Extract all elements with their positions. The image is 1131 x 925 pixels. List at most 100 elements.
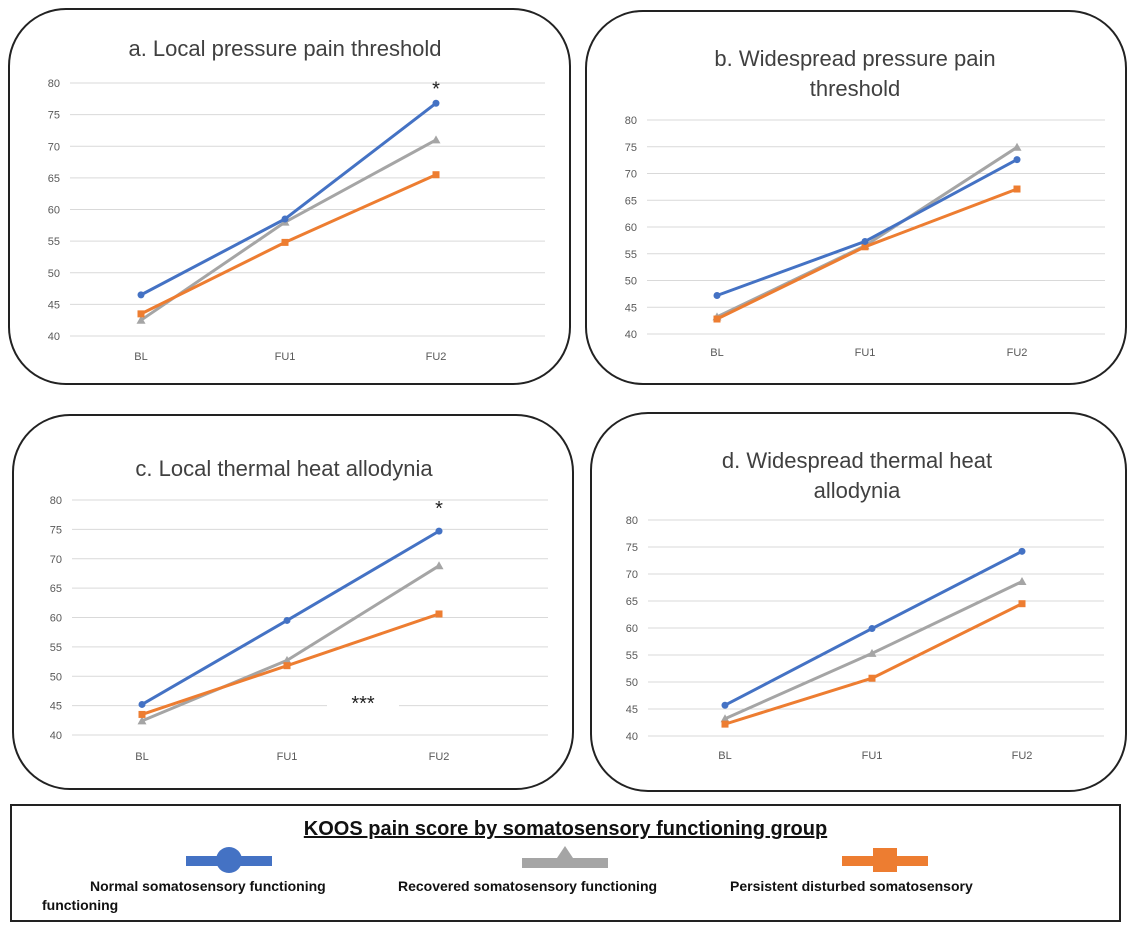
chart-d-y-tick: 40 (626, 731, 638, 743)
chart-a-point-recovered (431, 135, 441, 144)
chart-a-y-tick: 45 (48, 299, 60, 311)
chart-a-point-recovered (136, 315, 146, 324)
legend-swatch-normal (186, 847, 272, 873)
chart-b: b. Widespread pressure pain threshold 40 45… (625, 46, 1105, 359)
chart-d: d. Widespread thermal heat allodynia 40 45 5… (626, 448, 1104, 762)
chart-d-point-normal (1018, 547, 1026, 555)
chart-b-point-persistent (713, 315, 721, 323)
legend-swatch-persistent-marker (873, 848, 897, 872)
chart-a-point-normal (281, 215, 289, 223)
chart-a-y-tick: 60 (48, 205, 60, 217)
chart-b-x-tick: BL (710, 347, 723, 359)
chart-d-x-tick: FU1 (862, 750, 883, 762)
chart-d-y-tick: 70 (626, 569, 638, 581)
chart-d-point-recovered (1017, 577, 1027, 586)
chart-b-point-normal (861, 237, 869, 245)
chart-b-y-tick: 40 (625, 329, 637, 341)
chart-d-y-tick: 65 (626, 596, 638, 608)
chart-d-title: d. Widespread thermal heat (722, 448, 992, 473)
legend-label-recovered: Recovered somatosensory functioning (398, 878, 658, 894)
chart-d-y-tick: 75 (626, 542, 638, 554)
chart-d-point-persistent (1018, 600, 1026, 608)
chart-c-y-tick: 60 (50, 613, 62, 625)
chart-c-x-tick: BL (135, 751, 148, 763)
chart-d-y-tick: 50 (626, 677, 638, 689)
chart-b-point-persistent (1013, 185, 1021, 193)
chart-a-x-tick: FU2 (426, 351, 447, 363)
chart-c-annotation-bg (327, 689, 399, 712)
chart-c-point-normal (283, 616, 291, 624)
chart-b-y-tick: 55 (625, 249, 637, 261)
legend-label-persistent: Persistent disturbed somatosensory (730, 878, 973, 894)
chart-c-y-tick: 40 (50, 730, 62, 742)
chart-c-point-persistent (138, 710, 146, 718)
legend-swatch-persistent (842, 848, 928, 872)
legend-label-normal: Normal somatosensory functioning (90, 878, 326, 894)
chart-c-point-recovered (434, 561, 444, 570)
chart-a-y-tick: 80 (48, 78, 60, 90)
chart-d-series-recovered-line (724, 580, 1023, 721)
chart-b-series-recovered-line (716, 146, 1018, 319)
legend-box: KOOS pain score by somatosensory functio… (10, 804, 1121, 922)
chart-c: c. Local thermal heat allodynia 40 45 50 55 6… (50, 456, 548, 763)
chart-d-point-normal (721, 701, 729, 709)
legend-swatch-recovered (522, 846, 608, 868)
chart-b-y-tick: 45 (625, 302, 637, 314)
chart-c-point-persistent (283, 662, 291, 670)
chart-b-x-tick: FU2 (1007, 347, 1028, 359)
chart-c-y-tick: 55 (50, 642, 62, 654)
chart-c-y-tick: 75 (50, 524, 62, 536)
chart-d-point-persistent (868, 674, 876, 682)
chart-d-series-persistent-line (724, 602, 1023, 726)
chart-b-series-normal-line (716, 158, 1018, 297)
chart-a-y-tick: 40 (48, 331, 60, 343)
chart-b-title: threshold (810, 76, 901, 101)
chart-b-y-tick: 70 (625, 169, 637, 181)
chart-panel-d: d. Widespread thermal heat allodynia 40 45 5… (590, 412, 1127, 792)
chart-a-point-persistent (432, 171, 440, 179)
chart-b-y-tick: 60 (625, 222, 637, 234)
legend-swatch-normal-marker (216, 847, 242, 873)
chart-a-point-normal (137, 291, 145, 299)
chart-b-y-tick: 50 (625, 276, 637, 288)
chart-c-x-tick: FU2 (429, 751, 450, 763)
chart-b-y-tick: 65 (625, 195, 637, 207)
chart-c-y-tick: 70 (50, 554, 62, 566)
chart-b-title: b. Widespread pressure pain (714, 46, 995, 71)
chart-a-y-tick: 50 (48, 268, 60, 280)
chart-d-x-tick: BL (718, 750, 731, 762)
chart-c-y-tick: 65 (50, 583, 62, 595)
chart-d-y-tick: 55 (626, 650, 638, 662)
chart-c-significance-annotation: *** (351, 693, 375, 715)
chart-c-y-tick: 80 (50, 495, 62, 507)
chart-b-point-normal (1013, 156, 1021, 164)
chart-b-point-recovered (1012, 142, 1022, 151)
chart-c-y-tick: 50 (50, 671, 62, 683)
chart-a-point-normal (432, 99, 440, 107)
chart-c-point-normal (435, 527, 443, 535)
chart-d-point-recovered (867, 648, 877, 657)
legend-label-wrap: functioning (42, 897, 119, 913)
chart-d-y-tick: 60 (626, 623, 638, 635)
chart-b-x-tick: FU1 (855, 347, 876, 359)
chart-a-y-tick: 75 (48, 110, 60, 122)
chart-b-point-normal (713, 291, 721, 299)
chart-panel-c: c. Local thermal heat allodynia 40 45 50 55 6… (12, 414, 574, 790)
chart-d-point-normal (868, 625, 876, 633)
chart-d-y-tick: 80 (626, 515, 638, 527)
chart-c-title: c. Local thermal heat allodynia (135, 456, 433, 481)
chart-c-point-normal (138, 700, 146, 708)
chart-a-y-tick: 55 (48, 236, 60, 248)
chart-d-y-tick: 45 (626, 704, 638, 716)
chart-c-point-recovered (137, 716, 147, 725)
chart-a-point-persistent (137, 310, 145, 318)
chart-panel-a: a. Local pressure pain threshold 40 45 50 55… (8, 8, 571, 385)
chart-b-y-tick: 75 (625, 142, 637, 154)
chart-a-significance-annotation: * (432, 78, 440, 100)
chart-d-point-persistent (721, 720, 729, 728)
chart-d-point-recovered (720, 714, 730, 723)
chart-a: a. Local pressure pain threshold 40 45 50 55… (48, 36, 545, 363)
chart-b-y-tick: 80 (625, 115, 637, 127)
chart-a-point-persistent (281, 238, 289, 246)
legend-title: KOOS pain score by somatosensory functio… (303, 818, 828, 840)
